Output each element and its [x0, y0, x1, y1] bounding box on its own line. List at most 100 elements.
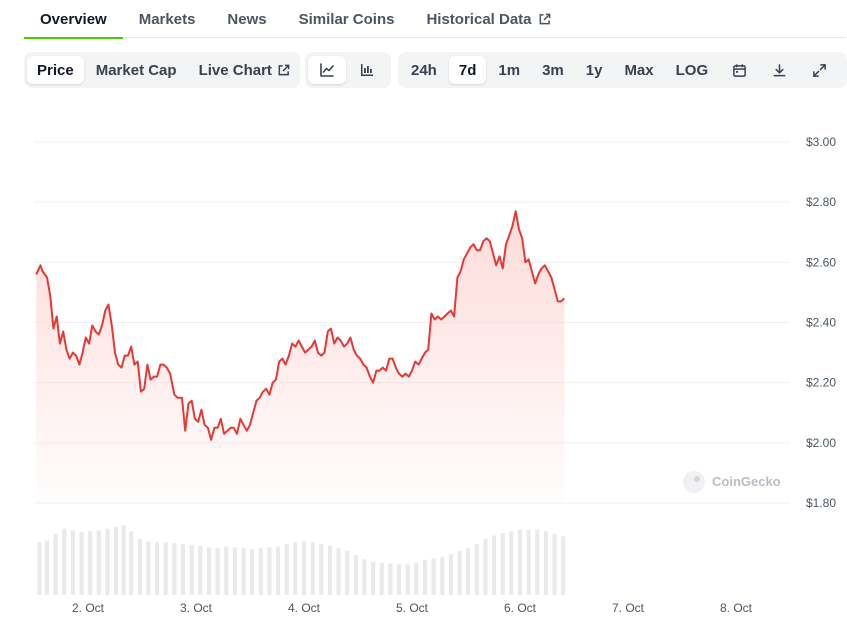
volume-bar: [543, 531, 548, 595]
button-label: Max: [624, 61, 654, 79]
button-label: Market Cap: [95, 61, 177, 79]
x-tick-label: 3. Oct: [180, 601, 213, 615]
fullscreen-button[interactable]: [800, 56, 838, 84]
button-label: 1m: [498, 61, 521, 79]
x-tick-label: 6. Oct: [504, 601, 537, 615]
volume-bar: [284, 544, 289, 595]
volume-bar: [172, 543, 177, 595]
button-label: Live Chart: [198, 61, 272, 79]
volume-bar: [561, 536, 566, 595]
volume-bar: [155, 542, 160, 595]
range-7d-button[interactable]: 7d: [448, 56, 487, 84]
volume-bar: [189, 544, 194, 595]
volume-bar: [448, 554, 453, 595]
live-chart-button[interactable]: Live Chart: [189, 56, 300, 84]
tab-label: Similar Coins: [298, 10, 395, 28]
y-tick-label: $2.60: [806, 255, 836, 269]
volume-bar: [492, 535, 497, 595]
volume-bar: [37, 542, 42, 595]
volume-bar: [345, 550, 350, 595]
volume-bar: [526, 529, 531, 595]
coingecko-watermark: CoinGecko: [683, 471, 781, 493]
volume-bar: [241, 548, 246, 595]
volume-bar: [129, 531, 134, 595]
download-button[interactable]: [760, 56, 798, 84]
volume-bar: [146, 541, 151, 595]
volume-bar: [405, 564, 410, 595]
volume-bar: [379, 562, 384, 595]
volume-bar: [121, 525, 126, 595]
y-tick-label: $3.00: [806, 135, 836, 149]
volume-bar: [44, 540, 50, 595]
log-scale-button[interactable]: LOG: [666, 56, 719, 84]
volume-bar: [362, 559, 367, 595]
volume-bar: [552, 533, 557, 595]
volume-bar: [371, 561, 376, 595]
volume-bar: [137, 538, 142, 595]
tab-overview[interactable]: Overview: [24, 0, 123, 39]
tab-label: Overview: [40, 10, 107, 28]
range-3m-button[interactable]: 3m: [532, 56, 574, 84]
line-chart-icon: [319, 62, 335, 78]
volume-bar: [114, 527, 119, 595]
x-tick-label: 2. Oct: [72, 601, 105, 615]
tab-label: News: [227, 10, 267, 28]
tab-label: Historical Data: [426, 10, 532, 28]
volume-bar: [396, 564, 402, 595]
button-label: 3m: [542, 61, 564, 79]
volume-bar: [224, 546, 229, 595]
y-tick-label: $2.00: [806, 436, 836, 450]
metric-switcher: Price Market Cap Live Chart: [24, 52, 300, 88]
range-24h-button[interactable]: 24h: [401, 56, 447, 84]
tab-news[interactable]: News: [211, 0, 282, 38]
download-icon: [772, 63, 787, 78]
range-1m-button[interactable]: 1m: [488, 56, 530, 84]
volume-bar: [215, 548, 220, 595]
volume-bar: [276, 546, 281, 595]
volume-bar: [336, 548, 341, 595]
volume-bar: [509, 531, 514, 595]
volume-bar: [250, 549, 255, 595]
volume-bar: [163, 542, 168, 595]
volume-bar: [414, 562, 419, 595]
volume-bar: [301, 541, 307, 595]
x-tick-label: 7. Oct: [612, 601, 645, 615]
calendar-icon: [732, 63, 747, 78]
volume-bar: [232, 547, 237, 595]
volume-bar: [88, 531, 93, 595]
line-chart-button[interactable]: [308, 56, 346, 84]
x-tick-label: 5. Oct: [396, 601, 429, 615]
chart-type-switcher: [305, 52, 391, 88]
tab-markets[interactable]: Markets: [123, 0, 212, 38]
candlestick-chart-button[interactable]: [348, 56, 386, 84]
price-line: [35, 210, 565, 441]
calendar-button[interactable]: [720, 56, 758, 84]
tab-similar-coins[interactable]: Similar Coins: [283, 0, 411, 38]
button-label: LOG: [675, 61, 709, 79]
y-tick-label: $2.20: [806, 376, 836, 390]
x-tick-label: 4. Oct: [288, 601, 321, 615]
tab-historical-data[interactable]: Historical Data: [410, 0, 566, 38]
range-1y-button[interactable]: 1y: [576, 56, 613, 84]
volume-bar: [440, 556, 445, 595]
volume-bar: [500, 532, 505, 595]
market-cap-button[interactable]: Market Cap: [86, 56, 187, 84]
range-max-button[interactable]: Max: [614, 56, 663, 84]
volume-bar: [105, 528, 110, 595]
tab-label: Markets: [138, 10, 196, 28]
volume-bar: [267, 547, 272, 595]
volume-bar: [62, 528, 67, 595]
external-link-icon: [538, 13, 551, 26]
candlestick-chart-icon: [359, 62, 375, 78]
volume-bar: [258, 548, 263, 595]
volume-bar: [79, 532, 84, 595]
top-tabs: Overview Markets News Similar Coins Hist…: [24, 0, 846, 39]
volume-bar: [474, 544, 479, 595]
volume-bar: [466, 548, 471, 595]
watermark-text: CoinGecko: [712, 474, 781, 489]
price-button[interactable]: Price: [27, 56, 84, 84]
volume-bar: [198, 545, 203, 595]
expand-icon: [812, 63, 827, 78]
volume-bar: [180, 544, 186, 595]
button-label: 1y: [585, 61, 603, 79]
